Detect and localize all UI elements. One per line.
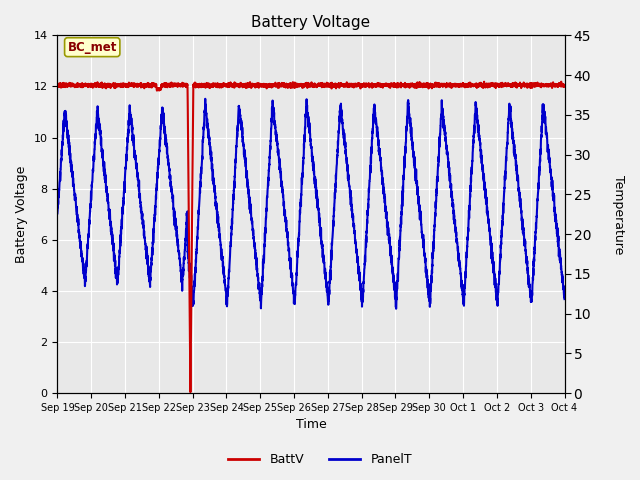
Legend: BattV, PanelT: BattV, PanelT bbox=[223, 448, 417, 471]
Y-axis label: Battery Voltage: Battery Voltage bbox=[15, 166, 28, 263]
Y-axis label: Temperature: Temperature bbox=[612, 175, 625, 254]
Title: Battery Voltage: Battery Voltage bbox=[252, 15, 371, 30]
X-axis label: Time: Time bbox=[296, 419, 326, 432]
Text: BC_met: BC_met bbox=[68, 41, 117, 54]
